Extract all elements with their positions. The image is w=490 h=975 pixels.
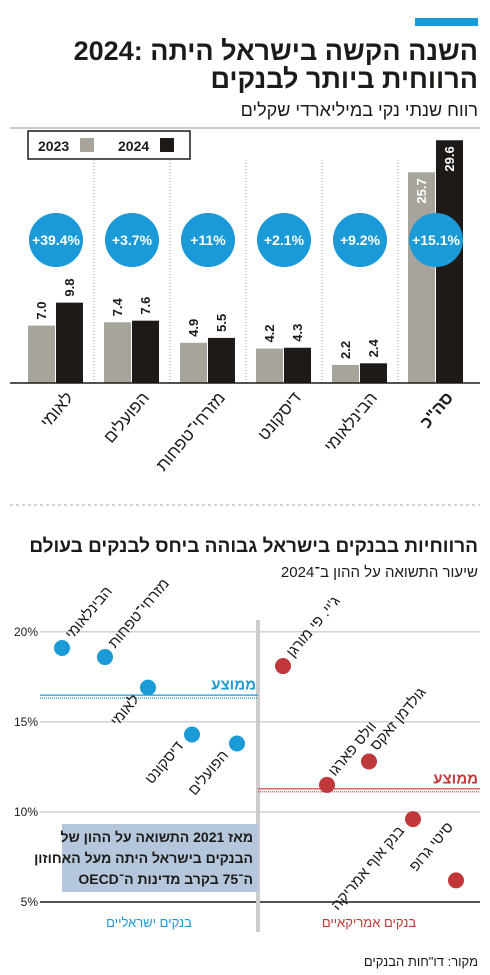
bar	[256, 348, 283, 383]
dot	[229, 735, 245, 752]
title: הרווחית ביותר לבנקים	[211, 64, 479, 94]
change-label: +2.1%	[264, 232, 305, 248]
value-label: 25.7	[414, 178, 429, 203]
dot	[54, 640, 70, 657]
bar	[28, 325, 55, 383]
change-label: +3.7%	[112, 232, 153, 248]
dot	[361, 753, 377, 770]
bar	[104, 322, 131, 383]
value-label: 2.2	[338, 341, 353, 359]
dot-label: גולדמן זאקס	[367, 684, 430, 754]
value-label: 7.6	[138, 297, 153, 315]
title: 2024: השנה הקשה בישראל היתה	[74, 36, 478, 66]
change-label: +39.4%	[32, 232, 80, 248]
value-label: 4.3	[290, 324, 305, 342]
y-tick-label: 20%	[14, 625, 38, 639]
dot	[97, 649, 113, 666]
dot-label: לאומי	[107, 691, 143, 729]
dot-label: מזרחי־טפחות	[105, 575, 173, 651]
bar	[208, 337, 235, 383]
group-divider	[256, 620, 260, 932]
bar	[332, 364, 359, 383]
group-label: בנקים אמריקאיים	[322, 915, 417, 930]
change-badge	[257, 213, 311, 267]
dot	[140, 679, 156, 696]
note-line: הבנקים בישראל היתה מעל האחוזון	[34, 850, 253, 866]
dot-label: סיטי גרופ	[406, 819, 457, 875]
legend-label: 2024	[118, 138, 149, 154]
bar	[56, 302, 83, 383]
legend-label: 2023	[38, 138, 69, 154]
y-tick-label: 5%	[21, 895, 39, 909]
dot	[405, 811, 421, 828]
dot	[184, 726, 200, 743]
bar	[180, 342, 207, 383]
value-label: 7.0	[34, 302, 49, 320]
bar	[284, 347, 311, 383]
value-label: 4.9	[186, 319, 201, 337]
dot-label: ג'יי. פי מורגן	[283, 593, 344, 661]
value-label: 5.5	[214, 314, 229, 332]
change-badge	[409, 213, 463, 267]
category-label: מזרחי־טפחות	[152, 388, 229, 474]
note-line: ה־75 בקרב מדינות ה־OECD	[78, 871, 253, 887]
legend-swatch	[160, 138, 174, 152]
change-badge	[181, 213, 235, 267]
dot-label: הבינלאומי	[62, 583, 116, 642]
source: מקור: דו"חות הבנקים	[364, 954, 478, 969]
category-label: סה"כ	[416, 388, 457, 431]
average-label: ממוצע	[211, 677, 256, 694]
dot	[275, 658, 291, 675]
chart-title: הרווחיות בבנקים בישראל גבוהה ביחס לבנקים…	[29, 536, 478, 557]
change-badge	[105, 213, 159, 267]
category-label: הפועלים	[100, 388, 153, 446]
value-label: 2.4	[366, 338, 381, 357]
change-label: +15.1%	[412, 232, 460, 248]
change-badge	[333, 213, 387, 267]
chart-subtitle: שיעור התשואה על ההון ב־2024	[281, 564, 478, 581]
category-label: לאומי	[37, 388, 77, 431]
dot-label: הפועלים	[185, 747, 232, 799]
value-label: 29.6	[442, 146, 457, 171]
category-label: דיסקונט	[254, 388, 305, 444]
y-tick-label: 15%	[14, 715, 38, 729]
value-label: 9.8	[62, 279, 77, 297]
change-badge	[29, 213, 83, 267]
note-line: מאז 2021 התשואה על ההון של	[61, 829, 253, 845]
value-label: 7.4	[110, 297, 125, 316]
accent-bar	[415, 18, 478, 26]
note-box	[62, 824, 258, 892]
dot-label: וולס פארגו	[325, 718, 380, 779]
dot-label: בנק אוף אמריקה	[328, 823, 408, 914]
change-label: +9.2%	[340, 232, 381, 248]
category-label: הבינלאומי	[320, 388, 381, 455]
group-label: בנקים ישראליים	[106, 915, 192, 930]
dot	[319, 776, 335, 793]
y-tick-label: 10%	[14, 805, 38, 819]
bar	[360, 363, 387, 383]
change-label: +11%	[190, 232, 226, 248]
bar	[132, 320, 159, 383]
legend-swatch	[80, 138, 94, 152]
dot	[448, 872, 464, 889]
bar	[408, 172, 435, 383]
value-label: 4.2	[262, 324, 277, 342]
average-label: ממוצע	[433, 770, 478, 787]
dot-label: דיסקונט	[142, 738, 187, 787]
subtitle: רווח שנתי נקי במיליארדי שקלים	[241, 100, 478, 120]
